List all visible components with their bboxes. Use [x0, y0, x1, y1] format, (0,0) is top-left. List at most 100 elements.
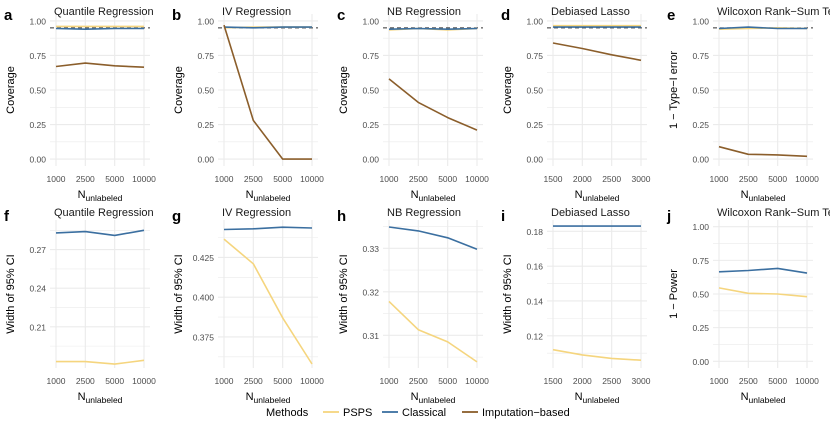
- panel-title: Debiased Lasso: [551, 207, 630, 219]
- x-axis-title: Nunlabeled: [575, 391, 620, 405]
- y-tick-label: 0.00: [362, 155, 379, 165]
- panel-title: Quantile Regression: [54, 207, 154, 219]
- x-tick-label: 2000: [573, 376, 592, 386]
- panel-letter: h: [337, 208, 346, 225]
- x-tick-label: 2000: [573, 174, 592, 184]
- panel-j: 0.00 0.25 0.50 0.75 1.00 1000 2500 5000 10000 Nun…: [666, 207, 830, 405]
- series-line-classical: [718, 267, 808, 274]
- y-tick-label: 0.50: [692, 86, 709, 96]
- y-axis-title: 1 − Type−I error: [668, 51, 680, 129]
- x-tick-label: 2500: [739, 174, 758, 184]
- series-line-classical: [388, 27, 478, 31]
- x-tick-label: 2500: [244, 376, 263, 386]
- panel-d: 0.00 0.25 0.50 0.75 1.00 1500 2000 2500 3000 Nunl…: [501, 6, 651, 203]
- y-tick-label: 0.27: [29, 245, 46, 255]
- x-tick-label: 5000: [273, 174, 292, 184]
- series-line-classical: [223, 226, 313, 231]
- y-axis-title: Width of 95% CI: [338, 254, 350, 333]
- y-tick-label: 0.75: [362, 51, 379, 61]
- series-line-classical: [55, 229, 145, 237]
- y-tick-label: 0.50: [692, 290, 709, 300]
- y-tick-label: 1.00: [692, 222, 709, 232]
- panel-f: 0.21 0.24 0.27 1000 2500 5000 10000 Nunlabeled W…: [4, 207, 156, 405]
- panel-title: NB Regression: [387, 207, 461, 219]
- x-axis-title: Nunlabeled: [78, 391, 123, 405]
- y-tick-label: 0.18: [526, 227, 543, 237]
- series-line-psps: [56, 359, 145, 365]
- x-tick-label: 5000: [438, 174, 457, 184]
- x-tick-label: 10000: [465, 174, 489, 184]
- x-tick-label: 10000: [132, 376, 156, 386]
- x-tick-label: 1000: [380, 174, 399, 184]
- series-line-classical: [388, 226, 478, 250]
- x-tick-label: 2500: [409, 174, 428, 184]
- y-tick-label: 0.00: [526, 155, 543, 165]
- y-axis-title: 1 − Power: [668, 269, 680, 319]
- x-tick-label: 2500: [602, 174, 621, 184]
- x-axis-title: Nunlabeled: [411, 391, 456, 405]
- panel-i: 0.12 0.14 0.16 0.18 1500 2000 2500 3000 Nunlabel…: [501, 207, 651, 405]
- x-axis-title: Nunlabeled: [741, 189, 786, 203]
- y-tick-label: 1.00: [692, 16, 709, 26]
- panel-title: IV Regression: [222, 6, 291, 18]
- panel-letter: j: [666, 208, 671, 225]
- y-tick-label: 0.00: [29, 155, 46, 165]
- x-tick-label: 1000: [215, 376, 234, 386]
- y-tick-label: 0.31: [362, 331, 379, 341]
- panel-title: Wilcoxon Rank−Sum Test: [717, 207, 830, 219]
- y-tick-label: 0.25: [362, 120, 379, 130]
- series-line-psps: [223, 238, 313, 365]
- y-tick-label: 0.16: [526, 262, 543, 272]
- y-tick-label: 0.21: [29, 322, 46, 332]
- y-tick-label: 0.25: [692, 120, 709, 130]
- y-axis-title: Coverage: [173, 66, 185, 114]
- y-axis-title: Width of 95% CI: [5, 254, 17, 333]
- x-tick-label: 10000: [132, 174, 156, 184]
- y-tick-label: 0.00: [197, 155, 214, 165]
- x-tick-label: 3000: [632, 376, 651, 386]
- panel-title: Debiased Lasso: [551, 6, 630, 18]
- x-tick-label: 10000: [300, 174, 324, 184]
- y-tick-label: 0.75: [692, 256, 709, 266]
- x-tick-label: 10000: [795, 376, 819, 386]
- y-axis-title: Coverage: [5, 66, 17, 114]
- legend-label: PSPS: [343, 407, 372, 419]
- series-line-imputation-based: [223, 24, 312, 160]
- panel-h: 0.31 0.32 0.33 1000 2500 5000 10000 Nunlabeled W…: [337, 207, 489, 405]
- x-tick-label: 1000: [710, 174, 729, 184]
- y-tick-label: 0.75: [29, 51, 46, 61]
- series-line-psps: [552, 348, 642, 361]
- series-line-imputation-based: [55, 62, 145, 68]
- y-tick-label: 0.33: [362, 244, 379, 254]
- legend-title: Methods: [266, 407, 309, 419]
- y-tick-label: 1.00: [526, 16, 543, 26]
- y-tick-label: 0.25: [197, 120, 214, 130]
- x-tick-label: 1000: [47, 376, 66, 386]
- x-tick-label: 1000: [47, 174, 66, 184]
- x-tick-label: 2500: [739, 376, 758, 386]
- x-tick-label: 1000: [710, 376, 729, 386]
- panel-letter: g: [172, 208, 181, 225]
- x-tick-label: 2500: [602, 376, 621, 386]
- x-axis-title: Nunlabeled: [246, 391, 291, 405]
- panel-title: IV Regression: [222, 207, 291, 219]
- y-tick-label: 0.00: [692, 357, 709, 367]
- panel-letter: a: [4, 7, 13, 24]
- y-axis-title: Width of 95% CI: [502, 254, 514, 333]
- y-tick-label: 0.75: [692, 51, 709, 61]
- y-tick-label: 0.75: [197, 51, 214, 61]
- x-axis-title: Nunlabeled: [575, 189, 620, 203]
- y-tick-label: 0.50: [362, 86, 379, 96]
- y-tick-label: 0.32: [362, 287, 379, 297]
- y-tick-label: 0.75: [526, 51, 543, 61]
- panel-a: 0.00 0.25 0.50 0.75 1.00 1000 2500 5000 10000 Nun…: [4, 6, 156, 203]
- series-line-psps: [388, 300, 478, 363]
- x-tick-label: 5000: [105, 376, 124, 386]
- panel-g: 0.375 0.400 0.425 1000 2500 5000 10000 Nunlabel…: [172, 207, 324, 405]
- x-tick-label: 5000: [105, 174, 124, 184]
- legend-label: Imputation−based: [482, 407, 570, 419]
- x-axis-title: Nunlabeled: [741, 391, 786, 405]
- series-line-imputation-based: [552, 42, 642, 62]
- x-tick-label: 3000: [632, 174, 651, 184]
